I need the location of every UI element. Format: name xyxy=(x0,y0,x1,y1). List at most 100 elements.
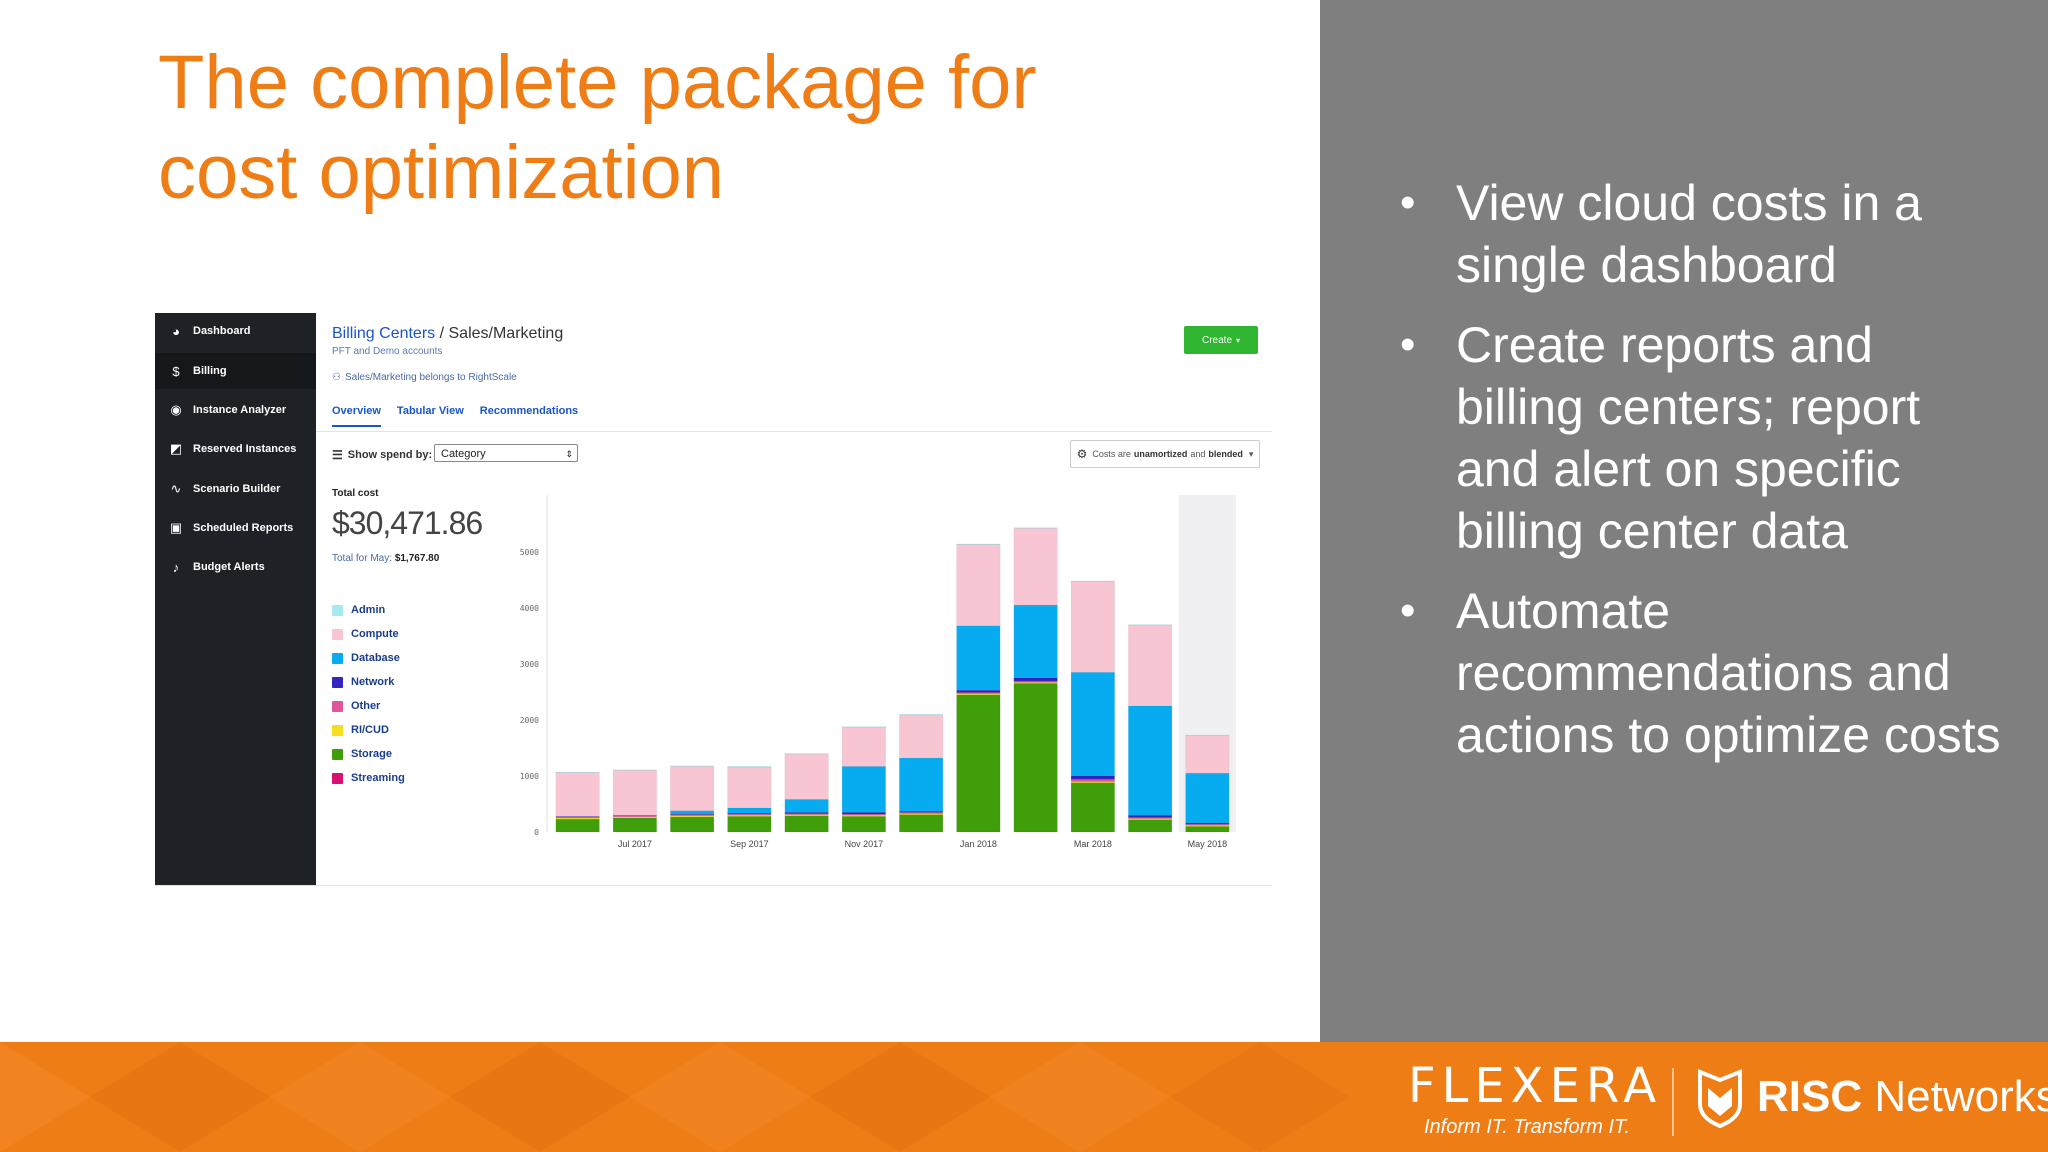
bar-segment xyxy=(1128,624,1173,707)
chart-legend: Admin Compute Database Network Other RI/CUD St… xyxy=(332,598,405,790)
belongs-to-text: Sales/Marketing belongs to RightScale xyxy=(344,372,517,383)
bar-segment xyxy=(1128,624,1173,626)
y-tick-label: 4000 xyxy=(520,604,539,613)
sidebar-item-budget-alerts[interactable]: ♪ Budget Alerts xyxy=(155,549,316,585)
sidebar-item-label: Scheduled Reports xyxy=(193,522,294,534)
bullet-marker: • xyxy=(1400,586,1416,635)
legend-item-compute[interactable]: Compute xyxy=(332,622,405,646)
spend-category-select[interactable]: Category ⇕ xyxy=(434,444,578,462)
bullet-list: • View cloud costs in a single dashboard … xyxy=(1392,172,2012,784)
legend-label: Other xyxy=(351,700,381,712)
show-spend-by: ☰ Show spend by: xyxy=(332,448,432,462)
bar-segment xyxy=(1070,581,1115,673)
breadcrumb: Billing Centers / Sales/Marketing xyxy=(332,325,563,343)
legend-item-storage[interactable]: Storage xyxy=(332,742,405,766)
legend-swatch xyxy=(332,748,343,760)
logo-divider xyxy=(1672,1068,1674,1136)
sidebar-item-dashboard[interactable]: ◕ Dashboard xyxy=(155,313,316,349)
org-icon: ⚇ xyxy=(332,372,341,383)
bar-segment xyxy=(784,753,829,800)
risc-networks-logo: RISC Networks. xyxy=(1757,1072,2048,1130)
footer-bar xyxy=(0,1042,2048,1152)
legend-item-ri-cud[interactable]: RI/CUD xyxy=(332,718,405,742)
sidebar-item-label: Reserved Instances xyxy=(193,443,297,455)
bar-segment xyxy=(1013,604,1058,679)
bar-segment xyxy=(612,770,657,816)
bar-segment xyxy=(727,816,772,833)
filter-icon: ☰ xyxy=(332,448,343,462)
bar-segment xyxy=(555,816,600,819)
bar-segment xyxy=(1013,528,1058,606)
x-tick-label: Jul 2017 xyxy=(618,839,652,849)
tab-recommendations[interactable]: Recommendations xyxy=(479,405,579,417)
dashboard-screenshot: ◕ Dashboard $ Billing ◉ Instance Analyzer ◩ Res… xyxy=(155,313,1272,886)
legend-swatch xyxy=(332,772,343,784)
sidebar-item-instance-analyzer[interactable]: ◉ Instance Analyzer xyxy=(155,392,316,428)
bar-segment xyxy=(1013,677,1058,682)
bar-segment xyxy=(1128,819,1173,833)
dollar-icon: $ xyxy=(172,363,180,379)
bar-segment xyxy=(670,816,715,833)
legend-swatch xyxy=(332,676,343,688)
bar-segment xyxy=(956,689,1001,693)
sidebar-item-label: Dashboard xyxy=(193,325,251,337)
reserved-icon: ◩ xyxy=(169,441,183,456)
bell-icon: ♪ xyxy=(172,559,180,575)
bullet-panel xyxy=(1320,0,2048,1042)
breadcrumb-separator: / xyxy=(435,325,449,342)
total-for-may: Total for May: $1,767.80 xyxy=(332,553,439,564)
legend-item-admin[interactable]: Admin xyxy=(332,598,405,622)
x-tick-label: Nov 2017 xyxy=(845,839,884,849)
bar-segment xyxy=(1128,705,1173,816)
create-button[interactable]: Create ▾ xyxy=(1184,326,1258,354)
bar-segment xyxy=(1013,527,1058,529)
bullet-item: • Create reports and billing centers; rep… xyxy=(1392,314,2012,562)
tab-tabular-view[interactable]: Tabular View xyxy=(396,405,464,417)
bar-segment xyxy=(899,714,944,759)
sidebar-item-label: Budget Alerts xyxy=(193,561,265,573)
x-tick-label: May 2018 xyxy=(1188,839,1228,849)
legend-label: Network xyxy=(351,676,395,688)
bar-segment xyxy=(555,771,600,773)
flexera-wordmark: FLEXERA xyxy=(1408,1058,1663,1114)
bullet-marker: • xyxy=(1400,320,1416,369)
bar-segment xyxy=(727,813,772,816)
legend-item-database[interactable]: Database xyxy=(332,646,405,670)
total-cost-label: Total cost xyxy=(332,488,379,499)
y-tick-label: 3000 xyxy=(520,660,539,669)
bar-segment xyxy=(841,816,886,833)
sidebar-item-label: Instance Analyzer xyxy=(193,404,287,416)
bullet-text: View cloud costs in a single dashboard xyxy=(1456,175,1922,293)
bar-segment xyxy=(841,766,886,813)
eye-icon: ◉ xyxy=(170,402,182,417)
create-button-label: Create xyxy=(1201,334,1232,346)
y-tick-label: 2000 xyxy=(520,716,539,725)
slide-title-line-2: cost optimization xyxy=(158,130,725,215)
show-spend-by-label: Show spend by: xyxy=(347,449,433,461)
belongs-to-note: ⚇ Sales/Marketing belongs to RightScale xyxy=(332,372,517,383)
billing-center-subtitle: PFT and Demo accounts xyxy=(332,346,443,357)
costs-and: and xyxy=(1190,449,1206,459)
sidebar-item-scenario-builder[interactable]: ∿ Scenario Builder xyxy=(155,471,316,507)
legend-item-network[interactable]: Network xyxy=(332,670,405,694)
bar-segment xyxy=(1013,683,1058,833)
legend-swatch xyxy=(332,724,343,736)
bar-segment xyxy=(784,753,829,755)
y-tick-label: 0 xyxy=(534,828,539,837)
legend-swatch xyxy=(332,628,343,640)
sidebar-item-reserved-instances[interactable]: ◩ Reserved Instances xyxy=(155,431,316,467)
bar-segment xyxy=(555,818,600,833)
sidebar-item-billing[interactable]: $ Billing xyxy=(155,353,316,389)
bar-segment xyxy=(612,817,657,833)
cost-mode-dropdown[interactable]: ⚙ Costs are unamortized and blended ▾ xyxy=(1070,440,1260,468)
bar-segment xyxy=(784,799,829,813)
sidebar-item-label: Scenario Builder xyxy=(193,483,281,495)
sidebar-item-scheduled-reports[interactable]: ▣ Scheduled Reports xyxy=(155,510,316,546)
legend-item-streaming[interactable]: Streaming xyxy=(332,766,405,790)
tab-overview[interactable]: Overview xyxy=(332,405,381,427)
legend-label: Storage xyxy=(351,748,392,760)
breadcrumb-link-billing-centers[interactable]: Billing Centers xyxy=(332,325,436,342)
bar-segment xyxy=(612,769,657,771)
legend-item-other[interactable]: Other xyxy=(332,694,405,718)
bar-segment xyxy=(841,726,886,767)
